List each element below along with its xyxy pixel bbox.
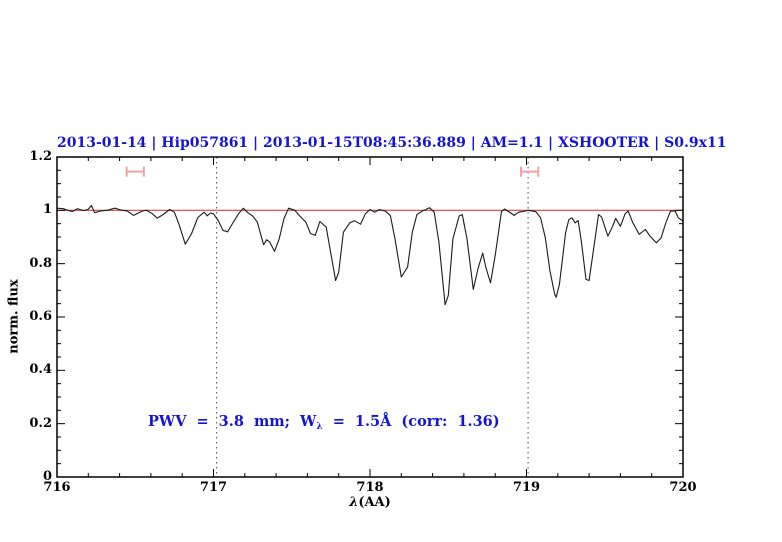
y-tick-label: 0.4 <box>29 362 52 378</box>
y-tick-label: 1 <box>42 202 52 218</box>
x-tick-label: 716 <box>43 480 71 495</box>
lambda-symbol: λ <box>349 495 359 510</box>
plot-frame <box>56 156 684 478</box>
pwv-annotation-suffix: = 1.5Å (corr: 1.36) <box>322 413 500 430</box>
y-tick-label: 0.2 <box>29 415 52 431</box>
y-tick-label: 0.8 <box>29 255 52 271</box>
x-axis-label: λ(AA) <box>57 495 683 510</box>
x-axis-label-unit: (AA) <box>358 495 391 510</box>
pwv-annotation-subscript: λ <box>316 422 323 432</box>
y-tick-label: 0.6 <box>29 309 52 324</box>
x-tick-label: 718 <box>356 480 384 495</box>
pwv-annotation-prefix: PWV = 3.8 mm; W <box>148 413 317 430</box>
x-tick-label: 719 <box>512 480 541 495</box>
pwv-annotation: PWV = 3.8 mm; Wλ = 1.5Å (corr: 1.36) <box>148 413 500 432</box>
spectrum-curve <box>56 204 684 306</box>
x-tick-label: 717 <box>199 480 228 495</box>
y-tick-label: 0 <box>42 469 52 484</box>
y-tick-label: 1.2 <box>29 149 52 164</box>
plot-title: 2013-01-14 | Hip057861 | 2013-01-15T08:4… <box>57 135 727 151</box>
x-tick-label: 720 <box>669 480 697 495</box>
